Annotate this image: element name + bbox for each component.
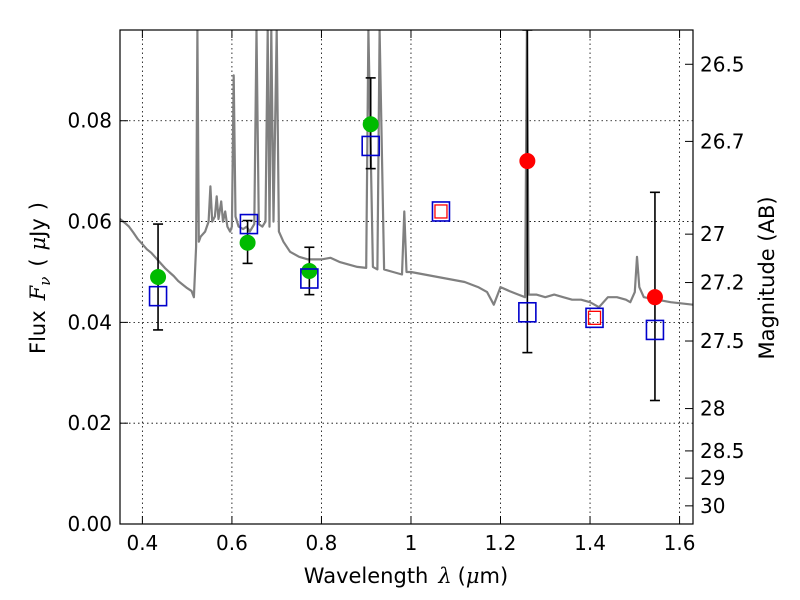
right-tick-label: 27.5 bbox=[700, 329, 745, 353]
model-flux-inner-square bbox=[434, 204, 448, 219]
data-points-layer bbox=[148, 30, 665, 402]
y-tick-label: 0.08 bbox=[67, 109, 112, 133]
x-tick-label: 1 bbox=[405, 531, 418, 555]
right-tick-label: 28 bbox=[700, 397, 725, 421]
right-tick-label: 27.2 bbox=[700, 271, 745, 295]
grid-lines bbox=[120, 30, 693, 524]
y-tick-label: 0.00 bbox=[67, 512, 112, 536]
model-flux-inner-square bbox=[587, 310, 602, 325]
y-axis-left-label-text: Flux bbox=[26, 310, 50, 354]
y-axis-left-label-subscript: ν bbox=[36, 277, 54, 286]
right-tick-label: 30 bbox=[700, 494, 725, 518]
right-tick-label: 26.7 bbox=[700, 129, 745, 153]
model-flux-square bbox=[239, 213, 259, 235]
right-tick-label: 26.5 bbox=[700, 52, 745, 76]
observed-flux-point bbox=[150, 269, 167, 285]
x-tick-label: 1.6 bbox=[664, 531, 696, 555]
x-axis-label-symbol: λ bbox=[437, 564, 451, 588]
right-tick-label: 28.5 bbox=[700, 439, 745, 463]
x-axis-label-unit: m bbox=[480, 564, 500, 588]
y-axis-left-label-unit-prefix: μ bbox=[26, 237, 50, 251]
y-tick-label: 0.04 bbox=[67, 310, 112, 334]
x-tick-label: 0.4 bbox=[126, 531, 158, 555]
y-axis-right-label: Magnitude (AB) bbox=[755, 196, 779, 359]
x-tick-label: 0.8 bbox=[306, 531, 338, 555]
x-tick-label: 0.6 bbox=[216, 531, 248, 555]
x-axis-label-unit-prefix: μ bbox=[466, 564, 480, 588]
y-tick-label: 0.06 bbox=[67, 210, 112, 234]
observed-flux-point bbox=[646, 289, 663, 306]
plot-frame bbox=[119, 29, 694, 525]
model-spectrum-line bbox=[120, 30, 693, 309]
right-tick-label: 29 bbox=[700, 466, 725, 490]
observed-flux-point bbox=[519, 153, 536, 170]
y-tick-label: 0.02 bbox=[67, 411, 112, 435]
right-tick-label: 27 bbox=[700, 222, 725, 246]
x-tick-label: 1.2 bbox=[485, 531, 517, 555]
model-flux-square bbox=[645, 319, 665, 341]
y-axis-left-label: FluxFν(μJy) bbox=[26, 202, 54, 354]
x-axis-label-text: Wavelength bbox=[304, 564, 429, 588]
model-flux-square bbox=[148, 285, 168, 307]
axis-ticks: 0.4 0.6 0.8 1 1.2 1.4 1.6 0.00 0.02 0.04 0.06 0.08 2… bbox=[67, 30, 745, 555]
x-tick-label: 1.4 bbox=[574, 531, 606, 555]
model-flux-square bbox=[361, 135, 380, 157]
y-axis-left-label-unit: Jy bbox=[26, 218, 50, 239]
model-flux-square bbox=[300, 268, 319, 289]
model-flux-square bbox=[518, 301, 537, 323]
observed-flux-point bbox=[362, 116, 379, 133]
observed-flux-point bbox=[301, 262, 318, 279]
y-axis-left-label-symbol: F bbox=[26, 284, 50, 301]
model-flux-square bbox=[585, 307, 604, 329]
x-axis-label: Wavelength λ (μm) bbox=[304, 564, 508, 588]
spectrum-layer bbox=[120, 30, 693, 309]
model-flux-square bbox=[431, 201, 451, 222]
observed-flux-point bbox=[239, 234, 256, 251]
